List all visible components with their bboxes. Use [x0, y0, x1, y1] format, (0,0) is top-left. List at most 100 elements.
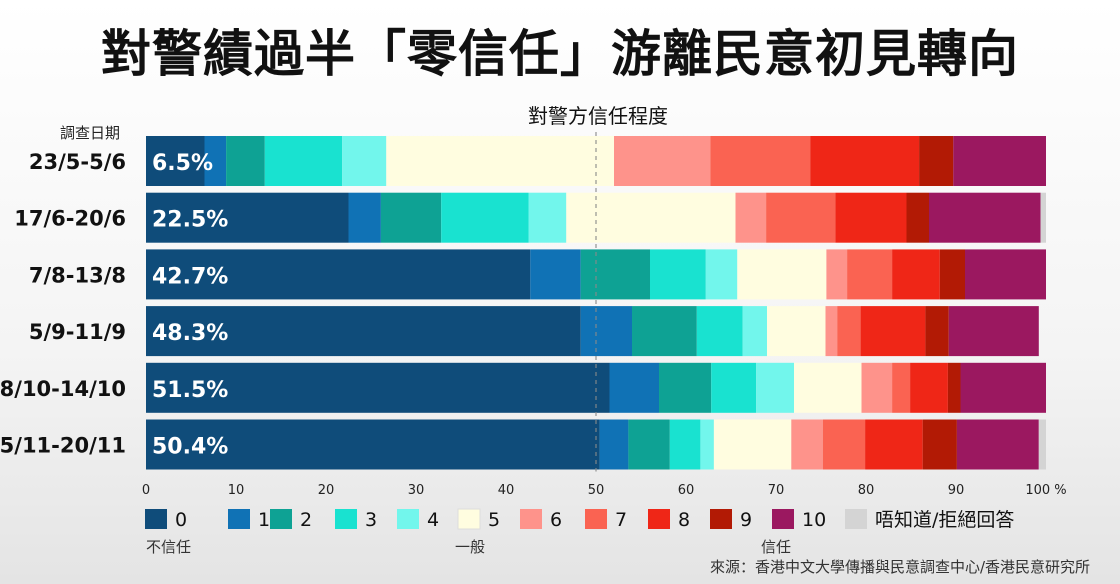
- bar-segment: [146, 136, 205, 186]
- category-label: 7/8-13/8: [29, 263, 126, 287]
- bar-segment: [1038, 419, 1046, 470]
- bar-segment: [892, 362, 911, 413]
- bar-segment: [659, 362, 712, 413]
- headline: 對警績過半「零信任」游離民意初見轉向: [101, 25, 1019, 83]
- bar-segment: [825, 306, 838, 357]
- category-label: 17/6-20/6: [14, 207, 126, 231]
- x-tick-label: 80: [858, 483, 875, 498]
- bar-segment: [632, 306, 697, 357]
- legend-swatch: [270, 509, 292, 529]
- source-note: 來源：香港中文大學傳播與民意調查中心/香港民意研究所: [709, 558, 1090, 576]
- bar-segment: [342, 136, 387, 186]
- value-label: 22.5%: [152, 208, 228, 233]
- bar-segment: [580, 249, 650, 300]
- bar-segment: [146, 419, 600, 470]
- bar-segment: [700, 419, 714, 470]
- legend-swatch: [772, 509, 794, 529]
- legend-label: 10: [802, 509, 826, 531]
- bar-segment: [386, 136, 614, 186]
- scale-label: 不信任: [146, 538, 191, 556]
- legend-label: 7: [615, 509, 627, 531]
- category-label: 23/5-5/6: [29, 150, 126, 174]
- bar-segment: [953, 136, 1046, 186]
- bar-segment: [204, 136, 227, 186]
- x-tick-label: 60: [678, 483, 695, 498]
- x-tick-label: 40: [498, 483, 515, 498]
- value-label: 6.5%: [152, 151, 213, 176]
- bar-segment: [860, 306, 926, 357]
- legend-label: 6: [550, 509, 562, 531]
- bar-segment: [614, 136, 711, 186]
- legend-swatch: [845, 509, 867, 529]
- chart-title: 對警方信任程度: [528, 104, 668, 128]
- bar-segment: [919, 136, 954, 186]
- bar-segment: [810, 136, 920, 186]
- bar-segment: [226, 136, 265, 186]
- x-tick-label: 50: [588, 483, 605, 498]
- bar-segment: [910, 362, 948, 413]
- bar-segment: [835, 192, 907, 243]
- scale-label: 信任: [761, 538, 791, 556]
- x-tick-label: 90: [948, 483, 965, 498]
- legend-label: 5: [488, 509, 500, 531]
- bar-segment: [837, 306, 861, 357]
- x-tick-label: 30: [408, 483, 425, 498]
- bar-segment: [566, 192, 736, 243]
- y-axis-label: 調查日期: [60, 124, 120, 142]
- bar-segment: [146, 306, 581, 357]
- bar-segment: [939, 249, 965, 300]
- category-label: 8/10-14/10: [0, 377, 126, 401]
- legend-swatch: [520, 509, 542, 529]
- bar-segment: [146, 362, 610, 413]
- value-label: 50.4%: [152, 435, 228, 460]
- legend-swatch: [710, 509, 732, 529]
- x-tick-label: 20: [318, 483, 335, 498]
- bar-segment: [847, 249, 893, 300]
- scale-label: 一般: [455, 538, 485, 556]
- value-label: 42.7%: [152, 264, 228, 289]
- bar-segment: [742, 306, 767, 357]
- bar-segment: [922, 419, 957, 470]
- x-tick-label: 0: [142, 483, 150, 498]
- bar-segment: [530, 249, 581, 300]
- bar-segment: [580, 306, 632, 357]
- bar-segment: [146, 249, 531, 300]
- bar-segment: [609, 362, 659, 413]
- bar-segment: [965, 249, 1046, 300]
- x-tick-label: 100 %: [1025, 483, 1066, 498]
- bar-segment: [791, 419, 823, 470]
- bar-segment: [380, 192, 442, 243]
- legend-swatch: [145, 509, 167, 529]
- bar-segment: [650, 249, 706, 300]
- legend-swatch: [228, 509, 250, 529]
- bar-segment: [1040, 192, 1046, 243]
- legend-label: 2: [300, 509, 312, 531]
- bar-segment: [892, 249, 940, 300]
- bar-segment: [528, 192, 567, 243]
- bar-segment: [348, 192, 381, 243]
- bar-segment: [925, 306, 949, 357]
- bar-segment: [737, 249, 827, 300]
- bar-segment: [264, 136, 343, 186]
- bar-segment: [441, 192, 529, 243]
- bar-segment: [767, 306, 826, 357]
- legend-swatch: [335, 509, 357, 529]
- bar-segment: [906, 192, 929, 243]
- legend-label: 0: [175, 509, 187, 531]
- bar-segment: [865, 419, 923, 470]
- bar-segment: [929, 192, 1041, 243]
- bar-segment: [696, 306, 743, 357]
- bar-segment: [947, 362, 961, 413]
- bar-segment: [710, 136, 811, 186]
- bar-segment: [713, 419, 792, 470]
- bar-segment: [960, 362, 1046, 413]
- value-label: 51.5%: [152, 378, 228, 403]
- legend-label: 唔知道/拒絕回答: [875, 509, 1014, 531]
- bar-segment: [628, 419, 670, 470]
- legend-swatch: [585, 509, 607, 529]
- bar-segment: [766, 192, 836, 243]
- x-tick-label: 10: [228, 483, 245, 498]
- legend-label: 9: [740, 509, 752, 531]
